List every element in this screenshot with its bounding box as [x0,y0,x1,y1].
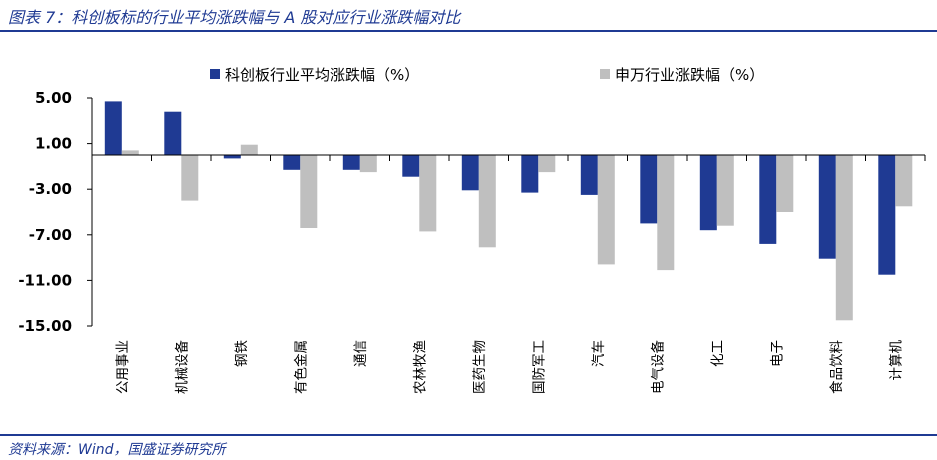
bar-secondary-0 [121,150,139,155]
bar-secondary-8 [597,155,615,265]
bar-primary-7 [521,155,539,193]
bar-secondary-10 [716,155,734,226]
legend-label-primary: 科创板行业平均涨跌幅（%） [225,66,419,84]
category-label-0: 公用事业 [115,340,131,394]
bar-primary-0 [104,101,122,155]
category-label-13: 计算机 [888,340,904,381]
bar-secondary-3 [300,155,318,228]
category-label-3: 有色金属 [292,340,309,394]
y-tick-label-0: 5.00 [35,89,72,107]
category-label-9: 电气设备 [649,340,666,394]
bar-primary-12 [818,155,836,259]
bar-secondary-11 [776,155,794,212]
bar-primary-11 [759,155,777,244]
category-label-5: 农林牧渔 [412,340,428,394]
bar-primary-8 [580,155,598,195]
category-label-6: 医药生物 [472,340,488,394]
bar-secondary-1 [181,155,199,201]
bar-primary-3 [283,155,301,170]
bar-primary-4 [342,155,360,170]
legend-swatch-primary [210,69,220,79]
source-note: 资料来源：Wind，国盛证券研究所 [8,442,226,458]
bar-secondary-9 [657,155,675,271]
title-divider [0,30,937,32]
category-label-8: 汽车 [590,340,607,367]
bar-secondary-13 [895,155,913,207]
y-tick-label-2: -3.00 [29,180,72,198]
bar-secondary-6 [478,155,496,248]
category-label-11: 电子 [769,340,785,367]
category-label-7: 国防军工 [531,340,547,394]
bars-group [104,101,913,321]
bar-primary-9 [640,155,658,224]
category-label-4: 通信 [353,340,369,367]
bar-primary-5 [402,155,420,177]
bar-secondary-7 [538,155,556,173]
bar-primary-1 [164,111,182,155]
source-divider [0,434,937,436]
bar-primary-2 [223,155,241,159]
category-label-2: 钢铁 [234,340,250,367]
figure-title: 图表 7：科创板标的行业平均涨跌幅与 A 股对应行业涨跌幅对比 [8,8,461,27]
bar-chart: 科创板行业平均涨跌幅（%） 申万行业涨跌幅（%） 5.00 1.00 -3.00 -7… [18,66,926,394]
bar-secondary-2 [240,144,258,155]
legend-swatch-secondary [600,69,610,79]
category-label-12: 食品饮料 [828,340,845,394]
bar-secondary-4 [359,155,377,173]
y-tick-label-1: 1.00 [35,135,72,153]
category-labels: 公用事业 机械设备 钢铁 有色金属 通信 农林牧渔 医药生物 国防军工 汽车 电气设备 化工 电子 食品… [115,340,904,394]
category-label-1: 机械设备 [173,340,190,394]
y-tick-label-3: -7.00 [29,226,72,244]
bar-secondary-5 [419,155,437,232]
y-tick-label-5: -15.00 [18,317,72,335]
bar-primary-13 [878,155,896,275]
legend: 科创板行业平均涨跌幅（%） 申万行业涨跌幅（%） [210,66,764,84]
y-tick-labels: 5.00 1.00 -3.00 -7.00 -11.00 -15.00 [18,89,72,335]
bar-secondary-12 [835,155,853,321]
axes-group [87,97,926,327]
y-tick-label-4: -11.00 [18,271,72,289]
category-label-10: 化工 [710,340,726,367]
bar-primary-6 [461,155,479,191]
bar-primary-10 [699,155,717,231]
legend-label-secondary: 申万行业涨跌幅（%） [615,66,764,84]
